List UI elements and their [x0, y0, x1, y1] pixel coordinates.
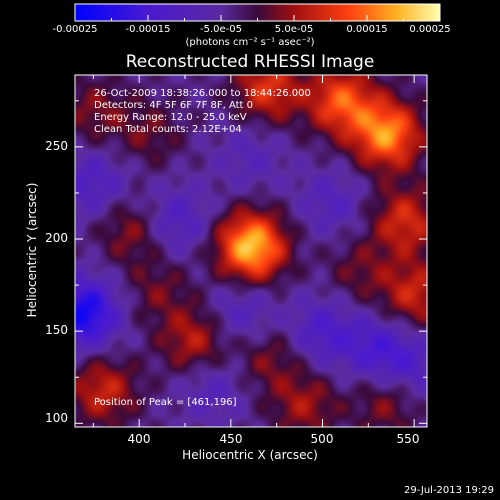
y-tick-label: 150: [45, 323, 68, 337]
y-tick-label: 250: [45, 139, 68, 153]
colorbar-ticks: [74, 15, 441, 21]
annotation-time: 26-Oct-2009 18:38:26.000 to 18:44:26.000: [94, 88, 311, 99]
annotation-peak: Position of Peak = [461,196]: [94, 397, 237, 408]
colorbar-tick-label: -0.00025: [52, 24, 98, 35]
plot-frame: [74, 74, 428, 428]
annotation-energy: Energy Range: 12.0 - 25.0 keV: [94, 112, 247, 123]
y-tick-label: 200: [45, 231, 68, 245]
heatmap-image: [75, 75, 427, 427]
y-tick-label: 100: [45, 411, 68, 425]
colorbar-tick-label: 0.00015: [346, 24, 388, 35]
x-tick-label: 550: [396, 432, 420, 446]
colorbar-units: (photons cm⁻² s⁻¹ asec⁻²): [185, 37, 315, 48]
plot-title: Reconstructed RHESSI Image: [125, 52, 375, 72]
colorbar-tick-label: 5.0e-05: [274, 24, 314, 35]
colorbar-tick-label: -5.0e-05: [200, 24, 242, 35]
x-tick-label: 500: [310, 432, 334, 446]
annotation-detectors: Detectors: 4F 5F 6F 7F 8F, Att 0: [94, 100, 254, 111]
x-tick-label: 400: [127, 432, 151, 446]
colorbar-tick-label: -0.00015: [125, 24, 171, 35]
y-axis-label: Heliocentric Y (arcsec): [25, 182, 39, 318]
timestamp: 29-Jul-2013 19:29: [403, 485, 494, 496]
axis-ticks: [75, 75, 427, 427]
x-tick-label: 450: [219, 432, 243, 446]
annotation-clean: Clean Total counts: 2.12E+04: [94, 124, 242, 135]
colorbar: [75, 4, 440, 21]
colorbar-tick-label: 0.00025: [409, 24, 451, 35]
x-axis-label: Heliocentric X (arcsec): [182, 448, 318, 462]
